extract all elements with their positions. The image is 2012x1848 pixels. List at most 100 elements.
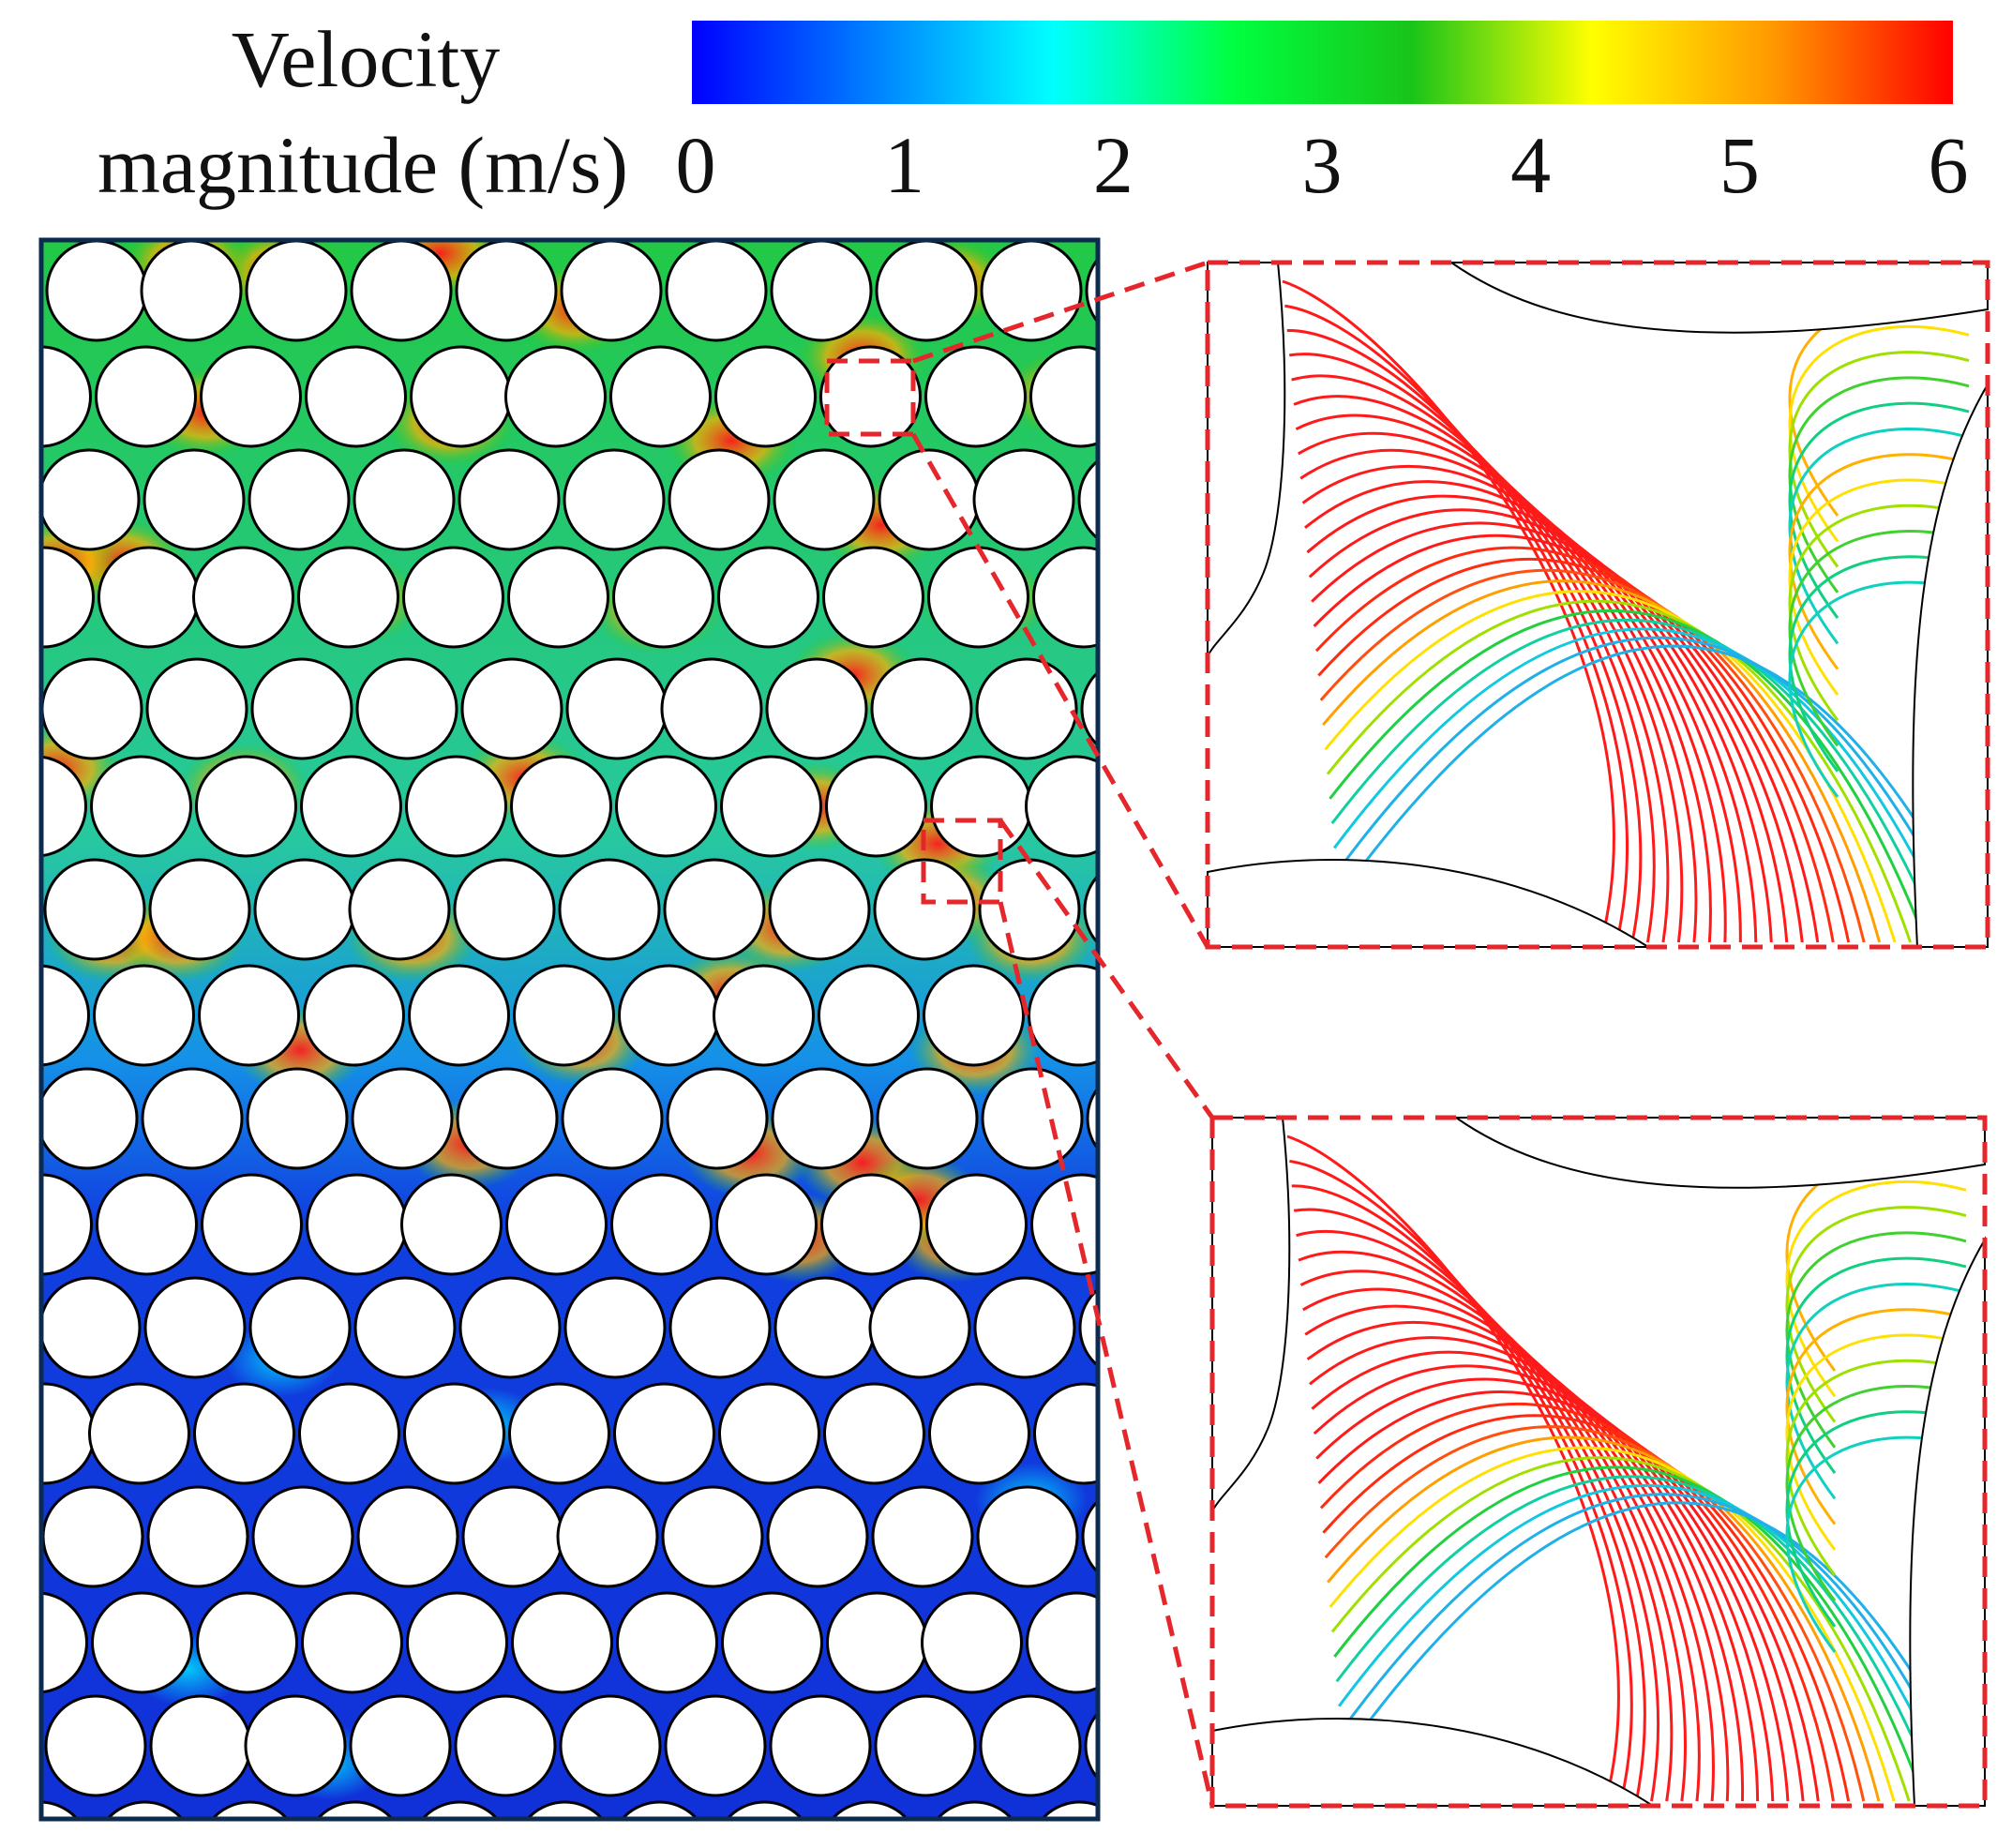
particle: [1077, 460, 1096, 539]
particle: [143, 1276, 247, 1379]
particle: [140, 242, 243, 342]
streamline: [1286, 1134, 1620, 1802]
streamline: [1785, 1231, 1967, 1449]
connector-line: [912, 260, 1209, 364]
streamline: [1788, 580, 1970, 798]
particle: [727, 1800, 803, 1817]
particle: [43, 657, 143, 760]
particle: [1078, 1289, 1096, 1366]
packed-bed-domain: [0, 233, 1101, 1822]
streamline: [1785, 1283, 1967, 1500]
particle: [353, 448, 456, 551]
particle: [979, 1694, 1082, 1797]
streamline: [1293, 1208, 1659, 1802]
particle: [558, 858, 661, 961]
streamline: [1295, 413, 1698, 943]
streamline: [1335, 1475, 1941, 1802]
zoom-panel: [1205, 260, 1990, 950]
particle: [832, 1800, 908, 1817]
particle: [193, 1382, 295, 1485]
particle: [1032, 546, 1096, 649]
zoom-callout-upper-gap: [824, 260, 1990, 950]
legend-title-line1: Velocity: [232, 14, 501, 104]
particle: [349, 1694, 452, 1797]
particle: [1026, 1591, 1096, 1694]
particle: [1030, 1173, 1096, 1276]
particle: [403, 1382, 505, 1485]
particle: [402, 546, 504, 649]
particle: [1080, 671, 1096, 746]
particle: [937, 1800, 1013, 1817]
particle: [665, 242, 768, 342]
particle: [410, 345, 512, 448]
streamline: [1788, 478, 1970, 696]
streamline: [1785, 1308, 1967, 1525]
streamline: [1785, 1333, 1967, 1551]
particle: [198, 964, 300, 1067]
connector-line: [998, 901, 1215, 1807]
particle: [510, 755, 612, 858]
particle: [143, 448, 246, 551]
particle: [0, 233, 31, 332]
particle: [348, 858, 451, 961]
particle: [212, 1800, 288, 1817]
streamline: [1299, 1270, 1701, 1802]
particle: [400, 1173, 503, 1276]
particle: [0, 860, 39, 959]
streamline: [1785, 1359, 1967, 1577]
streamline: [1788, 325, 1970, 543]
zoom-callout-lower-gap: [921, 818, 1988, 1809]
particle: [773, 448, 876, 551]
particle: [201, 1173, 303, 1276]
particle: [771, 1067, 874, 1170]
domain-frame: [38, 237, 1101, 1822]
particle: [770, 242, 873, 342]
colorbar-tick-label: 6: [1929, 120, 1969, 210]
particle: [244, 1694, 347, 1797]
particle: [714, 345, 817, 448]
particle: [924, 345, 1027, 448]
particle: [664, 1694, 767, 1797]
particle: [355, 657, 458, 760]
particle: [195, 755, 297, 858]
particle: [930, 755, 1032, 858]
colorbar-tick-label: 2: [1093, 120, 1134, 210]
streamline: [1298, 1250, 1688, 1802]
particle: [720, 755, 822, 858]
particle: [192, 546, 294, 649]
particle: [306, 1173, 408, 1276]
particle: [356, 1485, 459, 1588]
particle: [818, 964, 920, 1067]
particle: [90, 755, 192, 858]
particle: [870, 657, 973, 760]
particle: [406, 1591, 508, 1694]
particle: [460, 657, 563, 760]
particle: [556, 1485, 659, 1588]
particle: [660, 657, 763, 760]
streamline: [1299, 448, 1727, 943]
particle: [1085, 259, 1096, 323]
particle: [504, 345, 607, 448]
particle-edge: [1211, 1718, 1657, 1807]
particle: [1083, 876, 1096, 943]
particle: [43, 448, 141, 551]
particle: [768, 858, 871, 961]
particle: [876, 1067, 979, 1170]
colorbar-tick-label: 4: [1510, 120, 1551, 210]
particle: [149, 1694, 252, 1797]
particle: [91, 1591, 193, 1694]
particle: [721, 1591, 823, 1694]
particle-edge: [1452, 1117, 1986, 1189]
colorbar-tick-labels: 0 1 2 3 4 5 6: [676, 120, 1969, 210]
streamline: [1293, 395, 1684, 943]
particle: [1081, 1500, 1096, 1573]
particle: [43, 756, 87, 857]
particle: [615, 755, 717, 858]
streamline: [1788, 503, 1970, 722]
particle: [253, 858, 356, 961]
particle: [875, 242, 978, 342]
particle-layer: [0, 233, 1096, 1817]
streamline: [1788, 401, 1970, 619]
particle-edge: [1909, 1236, 1986, 1807]
